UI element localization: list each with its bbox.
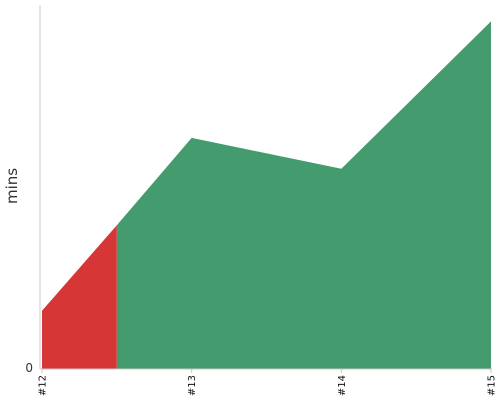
x-tick-label: #13: [187, 375, 198, 396]
y-tick-label-0: 0: [25, 361, 33, 375]
x-tick-label: #12: [38, 375, 49, 396]
x-axis-ticks: #12 #13 #14 #15: [38, 369, 498, 396]
area-passed: [116, 21, 491, 369]
x-tick-label: #15: [487, 375, 498, 396]
x-tick-label: #14: [337, 375, 348, 396]
y-axis-title: mins: [3, 168, 21, 204]
area-series-group: [42, 21, 491, 369]
area-failed: [42, 225, 117, 369]
